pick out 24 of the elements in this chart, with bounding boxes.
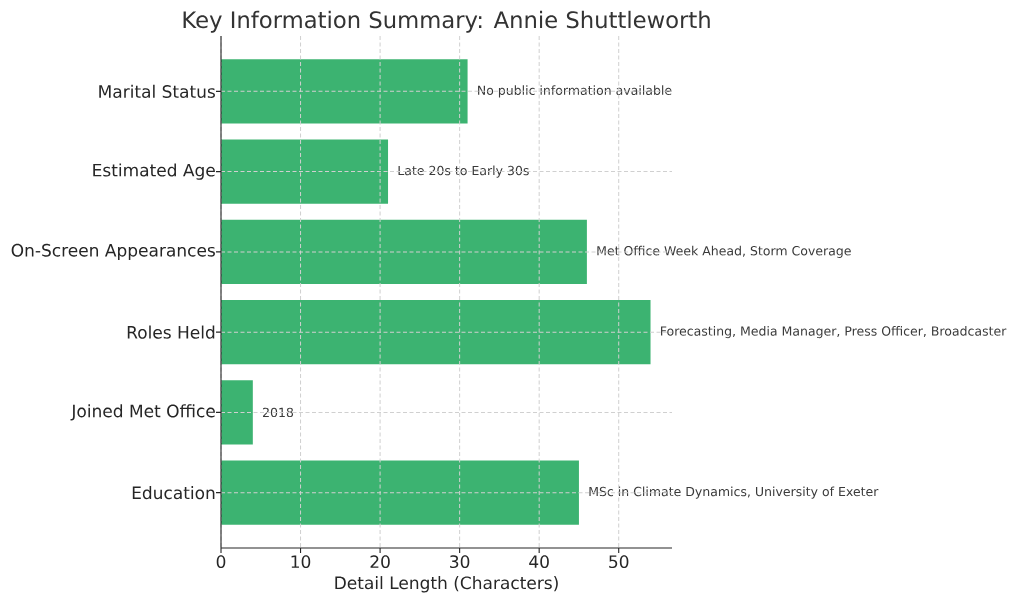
- x-axis-title: Detail Length (Characters): [335, 576, 558, 593]
- bar: [221, 139, 389, 204]
- bar: [221, 59, 468, 124]
- y-tick-label: Marital Status: [99, 84, 215, 98]
- annotation: Met Office Week Ahead, Storm Coverage: [597, 245, 851, 258]
- y-tick-label: On-Screen Appearances: [11, 243, 215, 260]
- y-tick-label: Estimated Age: [93, 163, 215, 180]
- annotation: Forecasting, Media Manager, Press Officer, Broadcaster: [661, 326, 1007, 339]
- y-tick-label: Roles Held: [127, 325, 215, 339]
- x-tick-label: 10: [291, 555, 311, 569]
- annotation: MSc in Climate Dynamics, University of Exeter: [589, 486, 879, 499]
- annotation: No public information available: [478, 85, 672, 98]
- bar: [221, 300, 651, 365]
- x-tick-label: 0: [216, 555, 226, 569]
- y-tick-label: Joined Met Office: [70, 404, 215, 421]
- x-tick-label: 50: [609, 555, 629, 569]
- bar: [221, 219, 587, 284]
- bar: [221, 380, 253, 445]
- chart-title: Key Information Summary: Annie Shuttleworth: [183, 10, 710, 33]
- x-tick-label: 40: [529, 555, 549, 569]
- x-tick-label: 20: [370, 555, 390, 569]
- y-tick-label: Education: [132, 486, 215, 500]
- bar: [221, 460, 579, 525]
- x-tick-label: 30: [450, 555, 470, 569]
